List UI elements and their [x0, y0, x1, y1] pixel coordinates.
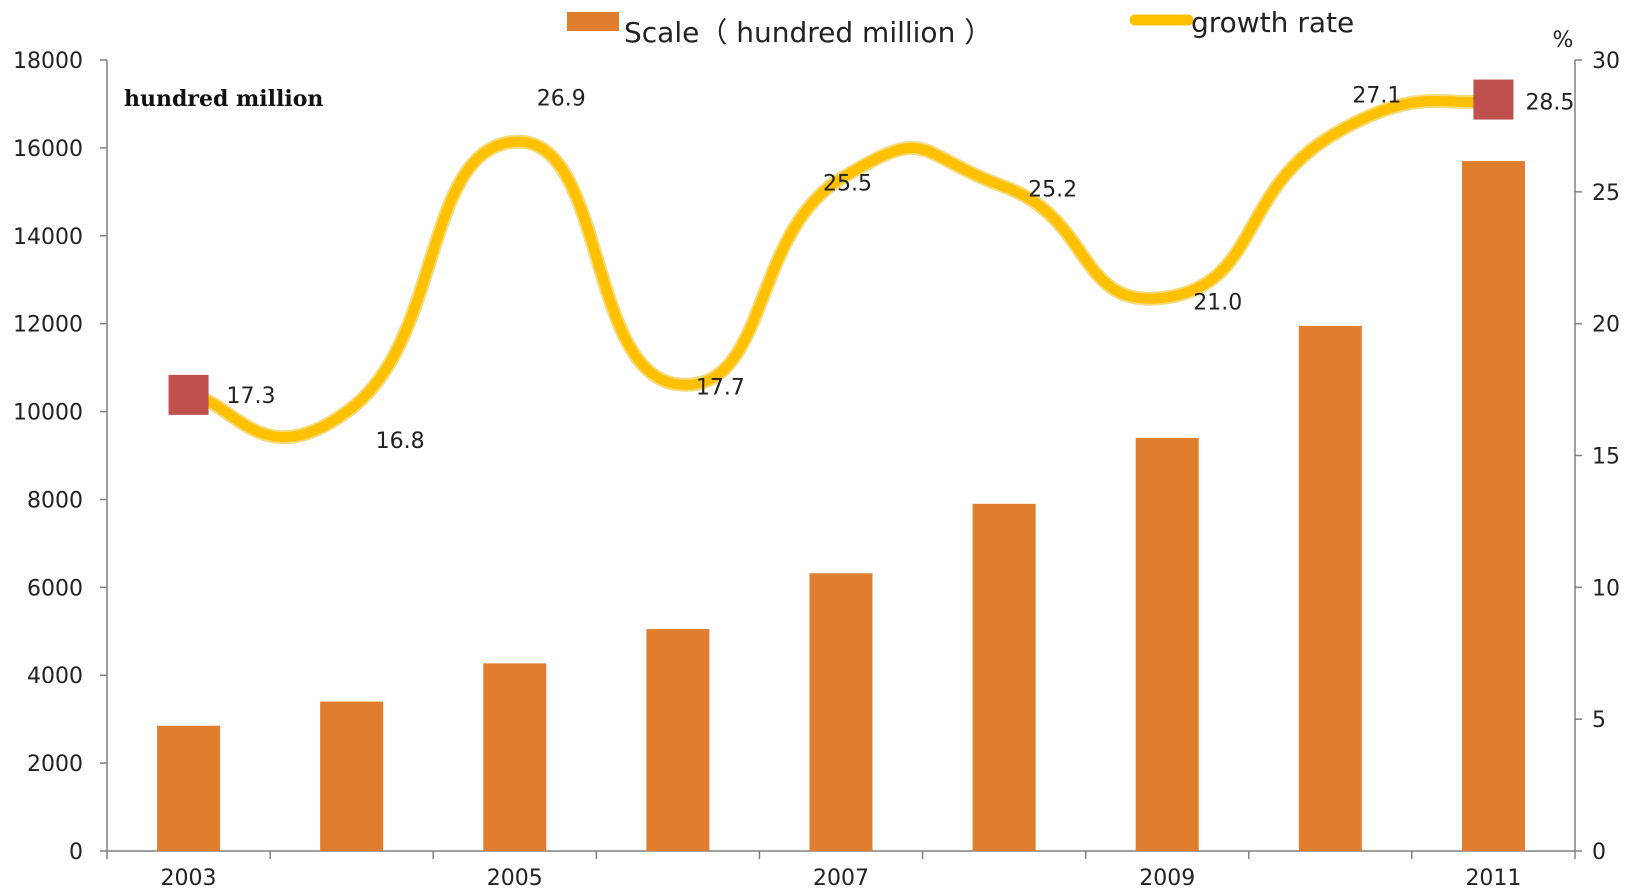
y-left-tick-label: 10000	[13, 401, 83, 426]
growth-rate-data-label: 27.1	[1352, 83, 1401, 108]
bar	[320, 701, 384, 851]
bar	[972, 503, 1036, 851]
x-tick-label: 2009	[1139, 866, 1195, 891]
y-left-tick-label: 6000	[27, 576, 83, 601]
growth-rate-data-label: 26.9	[537, 87, 586, 112]
y-right-tick-label: 25	[1592, 181, 1620, 206]
bar	[1298, 325, 1362, 851]
growth-rate-data-label: 17.7	[696, 375, 745, 400]
bar-series	[157, 161, 1525, 852]
y-right-tick-label: 15	[1592, 445, 1620, 470]
y-left-tick-label: 0	[69, 840, 83, 865]
bar	[1135, 437, 1199, 851]
legend-growth-rate-label: growth rate	[1191, 6, 1354, 39]
bar	[483, 663, 547, 851]
growth-rate-marker	[1473, 79, 1514, 120]
legend: Scale（ hundred million ） growth rate	[567, 6, 1354, 49]
y-left-tick-label: 14000	[13, 225, 83, 250]
growth-rate-data-label: 25.2	[1028, 178, 1077, 203]
y-right-tick-label: 0	[1592, 840, 1606, 865]
y-right-unit-label: %	[1553, 28, 1574, 53]
growth-rate-data-label: 16.8	[376, 429, 425, 454]
y-left-tick-label: 4000	[27, 664, 83, 689]
x-tick-label: 2011	[1465, 866, 1521, 891]
data-labels: 17.3 16.8 26.9 17.7 25.5 25.2 21.0 27.1 28.5	[227, 83, 1575, 454]
bar	[646, 629, 710, 851]
x-tick-label: 2007	[813, 866, 869, 891]
growth-rate-data-label: 17.3	[227, 384, 276, 409]
y-left-tick-label: 2000	[27, 752, 83, 777]
growth-rate-line-shadow	[181, 92, 1501, 445]
line-series	[168, 79, 1514, 445]
bar	[157, 725, 221, 851]
growth-rate-data-label: 28.5	[1525, 91, 1574, 116]
y-right-tick-label: 5	[1592, 708, 1606, 733]
y-left-unit-label: hundred million	[124, 86, 323, 112]
axes: 0 2000 4000 6000 8000 10000 12000 14000 16000 180…	[13, 49, 1620, 891]
x-tick-label: 2003	[161, 866, 217, 891]
legend-scale-swatch	[567, 12, 619, 31]
y-left-tick-label: 18000	[13, 49, 83, 74]
y-right-tick-label: 10	[1592, 576, 1620, 601]
y-right-tick-label: 20	[1592, 313, 1620, 338]
growth-rate-marker	[168, 374, 209, 415]
growth-rate-data-label: 21.0	[1193, 290, 1242, 315]
y-left-tick-label: 8000	[27, 488, 83, 513]
y-left-tick-label: 12000	[13, 313, 83, 338]
y-left-tick-label: 16000	[13, 137, 83, 162]
legend-scale-label: Scale（ hundred million ）	[624, 16, 992, 49]
bar	[809, 573, 873, 851]
y-right-tick-label: 30	[1592, 49, 1620, 74]
growth-rate-data-label: 25.5	[823, 172, 872, 197]
bar	[1461, 161, 1525, 852]
growth-rate-line	[183, 94, 1499, 443]
x-tick-label: 2005	[487, 866, 543, 891]
